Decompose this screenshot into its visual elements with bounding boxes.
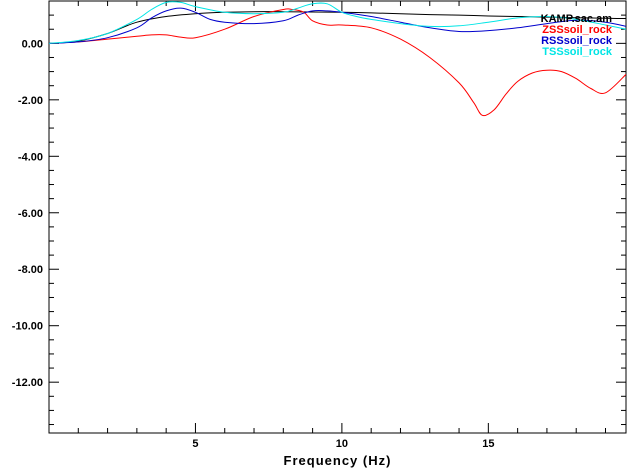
legend-entry: ZSSsoil_rock	[542, 24, 613, 36]
x-tick-label: 10	[336, 438, 348, 450]
legend: KAMP.sac.amZSSsoil_rockRSSsoil_rockTSSso…	[541, 13, 613, 58]
legend-entry: TSSsoil_rock	[542, 46, 613, 58]
y-tick-label: -10.00	[12, 321, 43, 333]
x-tick-label: 5	[192, 438, 198, 450]
y-tick-label: -2.00	[18, 95, 43, 107]
legend-entry: RSSsoil_rock	[541, 35, 613, 47]
x-tick-label: 15	[482, 438, 494, 450]
series-line-TSSsoil_rock	[49, 1, 626, 44]
x-axis-ticks: 5 10 15	[48, 1, 606, 450]
y-axis-ticks: 0.00 -2.00 -4.00 -6.00 -8.00 -10.00 -12.00	[12, 0, 626, 426]
y-tick-label: -8.00	[18, 264, 43, 276]
series-lines	[49, 1, 626, 117]
plot-frame	[48, 0, 627, 434]
y-tick-label: -6.00	[18, 208, 43, 220]
legend-entry: KAMP.sac.am	[541, 13, 613, 25]
x-axis-label: Frequency (Hz)	[284, 453, 392, 468]
y-tick-label: -4.00	[18, 151, 43, 163]
y-tick-label: 0.00	[22, 38, 43, 50]
series-line-RSSsoil_rock	[49, 7, 626, 44]
y-tick-label: -12.00	[12, 377, 43, 389]
series-line-ZSSsoil_rock	[49, 8, 626, 117]
